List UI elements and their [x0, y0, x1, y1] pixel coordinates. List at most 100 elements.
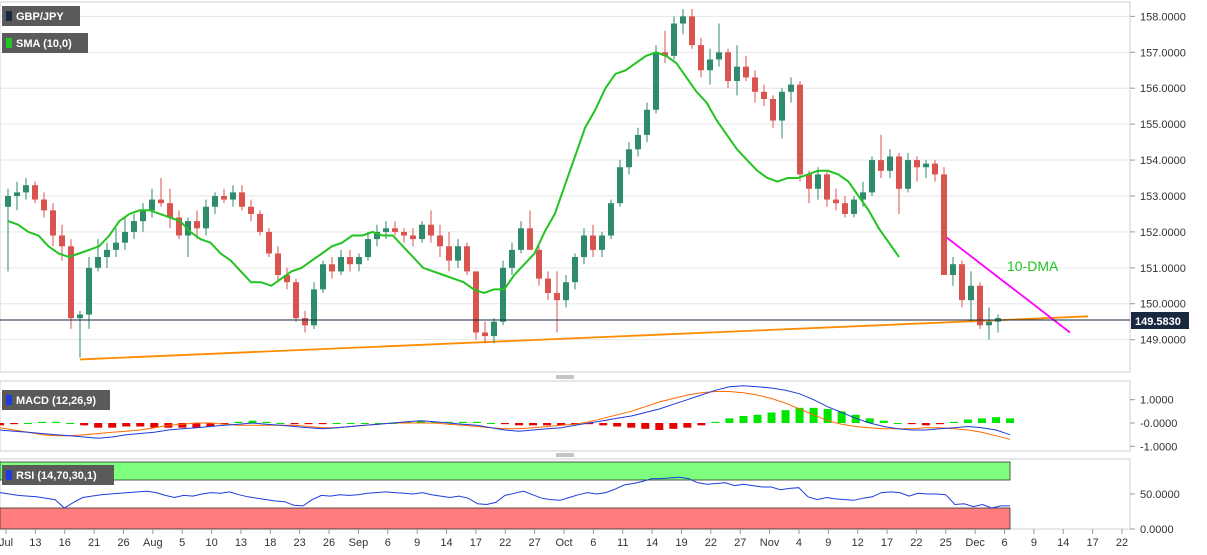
candle-up — [338, 257, 344, 272]
splitter-1[interactable] — [556, 375, 574, 379]
candle-up — [581, 235, 587, 258]
candle-up — [113, 242, 119, 250]
macd-bar-down — [935, 423, 944, 425]
macd-bar-down — [206, 423, 215, 427]
macd-bar-down — [108, 423, 117, 428]
macd-signal-line — [0, 391, 1011, 440]
candle-up — [860, 192, 866, 200]
time-tick-label: 9 — [825, 537, 831, 549]
candle-down — [536, 249, 542, 279]
price-tick-label: 154.0000 — [1140, 155, 1186, 167]
macd-bar-down — [613, 423, 622, 427]
macd-bar-up — [472, 421, 481, 423]
macd-bar-up — [360, 423, 369, 424]
time-tick-label: 13 — [235, 537, 247, 549]
candle-up — [626, 149, 632, 168]
time-tick-label: 14 — [440, 537, 452, 549]
candle-up — [212, 195, 218, 207]
time-tick-label: 6 — [590, 537, 596, 549]
macd-histogram — [0, 407, 1014, 430]
macd-bar-up — [725, 418, 734, 423]
macd-bar-up — [879, 420, 888, 423]
macd-bar-down — [543, 423, 552, 426]
macd-tag: MACD (12,26,9) — [16, 395, 96, 407]
candle-down — [401, 231, 407, 236]
last-price-tag-bg — [1131, 312, 1189, 329]
candle-up — [311, 289, 317, 326]
price-tick-label: 149.0000 — [1140, 335, 1186, 347]
candle-up — [788, 84, 794, 92]
time-tick-label: 19 — [675, 537, 687, 549]
candle-down — [824, 174, 830, 200]
macd-bar-down — [0, 423, 4, 426]
candle-down — [41, 199, 47, 211]
candle-up — [653, 52, 659, 110]
candle-up — [140, 210, 146, 222]
rsi-tick-label: 0.0000 — [1140, 524, 1174, 536]
macd-bar-up — [486, 423, 495, 424]
candle-down — [977, 285, 983, 326]
rsi-zones — [0, 461, 1011, 530]
macd-bar-up — [52, 421, 61, 423]
macd-bar-down — [80, 423, 89, 426]
candle-down — [284, 275, 290, 283]
candle-down — [797, 84, 803, 175]
candle-down — [329, 264, 335, 272]
macd-bar-down — [585, 423, 594, 425]
macd-main-line — [0, 385, 1011, 439]
candle-up — [518, 228, 524, 250]
symbol-tag-bg — [2, 6, 80, 26]
candle-up — [122, 231, 128, 243]
candle-down — [428, 224, 434, 236]
candle-down — [842, 203, 848, 214]
macd-bar-up — [38, 421, 47, 423]
candle-down — [590, 235, 596, 250]
macd-bar-up — [893, 423, 902, 424]
macd-bar-down — [529, 423, 538, 426]
rsi-tag-swatch — [6, 470, 12, 480]
candle-up — [23, 185, 29, 193]
macd-bar-down — [136, 423, 145, 427]
candle-up — [851, 199, 857, 214]
candle-up — [419, 224, 425, 240]
macd-bar-down — [571, 423, 580, 425]
macd-bar-up — [262, 421, 271, 423]
time-tick-label: 27 — [734, 537, 746, 549]
macd-bar-down — [641, 423, 650, 429]
candle-up — [950, 264, 956, 276]
macd-bar-down — [10, 423, 19, 425]
candle-down — [266, 231, 272, 254]
candle-down — [248, 206, 254, 214]
macd-bar-down — [627, 423, 636, 428]
candle-down — [743, 66, 749, 78]
time-tick-label: 22 — [499, 537, 511, 549]
price-tick-label: 155.0000 — [1140, 119, 1186, 131]
macd-tick-label: -1.0000 — [1140, 441, 1177, 453]
candle-up — [491, 321, 497, 337]
time-tick-label: 22 — [705, 537, 717, 549]
macd-bar-down — [921, 423, 930, 426]
macd-bar-up — [739, 416, 748, 423]
price-axis: 149.0000 150.0000 151.0000 152.0000 153.0000… — [1130, 11, 1186, 347]
rsi-axis: 50.0000 0.0000 — [1130, 489, 1180, 536]
macd-bar-down — [501, 423, 509, 425]
time-tick-label: 6 — [1001, 537, 1007, 549]
candle-up — [644, 109, 650, 135]
macd-bar-down — [557, 423, 566, 426]
time-tick-label: 5 — [179, 537, 185, 549]
macd-bar-down — [599, 423, 608, 426]
candle-up — [815, 174, 821, 189]
price-tick-label: 151.0000 — [1140, 263, 1186, 275]
candle-up — [374, 231, 380, 240]
symbol-tag-swatch — [6, 11, 12, 21]
price-tick-label: 152.0000 — [1140, 227, 1186, 239]
candle-down — [437, 235, 443, 247]
candle-up — [923, 163, 929, 168]
price-tick-label: 156.0000 — [1140, 83, 1186, 95]
candle-up — [455, 246, 461, 261]
price-tick-label: 153.0000 — [1140, 191, 1186, 203]
splitter-2[interactable] — [556, 453, 574, 457]
candle-up — [671, 23, 677, 56]
candle-down — [482, 332, 488, 337]
